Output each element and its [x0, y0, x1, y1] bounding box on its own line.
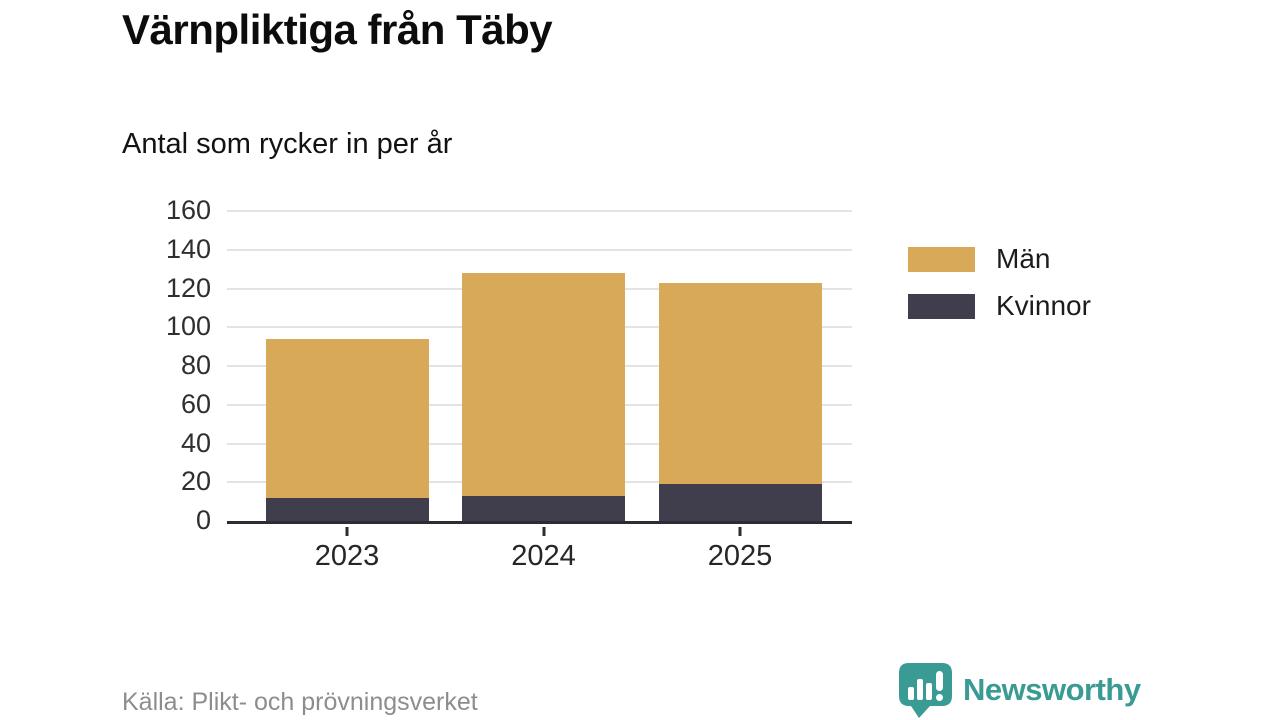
- bar-segment-2025-Kvinnor: [658, 484, 822, 521]
- legend-swatch-Män: [908, 246, 975, 272]
- y-tick-label-120: 120: [165, 272, 211, 303]
- plot-area: [227, 210, 852, 536]
- legend: Män Kvinnor: [908, 243, 1091, 337]
- legend-item-Män: Män: [908, 243, 1091, 275]
- bar-segment-2025-Män: [658, 282, 822, 485]
- y-axis-labels: 0 20 40 60 80 100 120 140 160: [60, 195, 211, 535]
- y-tick-label-20: 20: [180, 466, 211, 497]
- y-tick-label-160: 160: [165, 195, 211, 225]
- bar-segment-2024-Män: [462, 273, 625, 496]
- legend-swatch-Kvinnor: [908, 293, 975, 319]
- y-tick-label-60: 60: [180, 388, 211, 419]
- source-note: Källa: Plikt- och prövningsverket: [122, 688, 478, 716]
- bar-segment-2023-Män: [265, 338, 429, 498]
- gridline-160: [227, 210, 852, 212]
- legend-label-Kvinnor: Kvinnor: [996, 290, 1091, 321]
- chart-subtitle: Antal som rycker in per år: [122, 128, 453, 160]
- y-tick-label-0: 0: [195, 505, 211, 535]
- y-tick-label-100: 100: [165, 311, 211, 342]
- gridline-140: [227, 248, 852, 251]
- x-tick-label-2023: 2023: [314, 540, 380, 572]
- newsworthy-logo-text: Newsworthy: [963, 672, 1141, 707]
- x-axis-labels: 2023 2024 2025: [227, 540, 852, 582]
- x-tick-mark-2023: [345, 527, 349, 536]
- legend-label-Män: Män: [996, 243, 1051, 274]
- y-tick-label-40: 40: [180, 427, 211, 458]
- y-tick-label-80: 80: [180, 350, 211, 380]
- newsworthy-logo-icon: [899, 663, 952, 718]
- x-tick-mark-2024: [542, 527, 545, 536]
- y-tick-label-140: 140: [165, 233, 211, 264]
- x-tick-label-2025: 2025: [707, 540, 773, 572]
- bar-segment-2023-Kvinnor: [265, 497, 429, 521]
- x-tick-mark-2025: [738, 527, 742, 536]
- x-tick-label-2024: 2024: [511, 540, 576, 572]
- chart-title: Värnpliktiga från Täby: [122, 6, 553, 53]
- bar-segment-2024-Kvinnor: [462, 495, 625, 521]
- newsworthy-logo: Newsworthy: [897, 662, 1141, 718]
- legend-item-Kvinnor: Kvinnor: [908, 290, 1091, 322]
